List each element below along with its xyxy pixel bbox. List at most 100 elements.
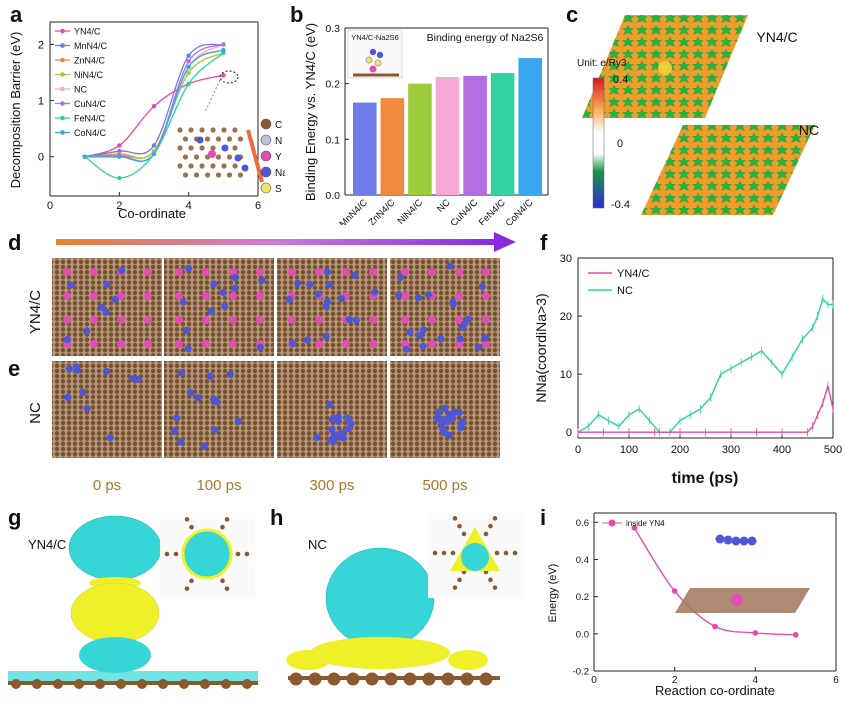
panel-d-y-site [482,316,490,324]
panel-d-y-site [175,292,183,300]
panel-a-inset-atom [221,127,227,133]
panel-a-atom-key-label: N [275,136,282,147]
panel-b-category-label: MnN4/C [337,197,370,225]
panel-f-legend-label: NC [617,285,633,297]
panel-e-na-atom [343,414,352,422]
g-inset-atom [173,551,179,557]
panel-f-xtick-label: 200 [671,444,689,456]
panel-f-xtick-label: 500 [824,444,842,456]
panel-g-substrate-atom [53,679,63,689]
g-inset-atom [220,578,225,584]
panel-e-time-label: 300 ps [309,477,354,494]
panel-i-xtick-label: 6 [833,675,839,686]
panel-a-ytick-label: 1 [38,96,44,108]
panel-d-na-atom [118,266,126,275]
panel-g-substrate-atom [11,679,21,689]
panel-a-xtick-label: 6 [255,200,261,212]
panel-a-inset-atom [188,145,194,151]
panel-f-ytick-label: 30 [560,253,572,265]
panel-d-na-atom [419,342,427,350]
panel-d-y-site [117,316,125,324]
panel-d-y-site [455,292,463,300]
h-inset-atom [492,516,498,521]
panel-d-y-site [90,340,98,348]
panel-a-inset-na [196,136,204,144]
panel-d-y-site [288,268,296,276]
panel-a-atom-key-label: Y [275,152,282,163]
panel-a-inset-atom [199,163,205,169]
panel-a-inset-atom [215,136,222,142]
panel-b-category-label: CuN4/C [449,197,481,225]
panel-e-na-atom [330,437,338,445]
panel-a-point [186,81,191,86]
panel-a-inset-atom [210,145,216,151]
panel-a-inset-atom [177,145,183,151]
panel-d-y-site [144,268,152,276]
panel-e-time-label: 500 ps [422,477,467,494]
panel-d-na-atom [306,280,314,288]
panel-e-na-atom [441,404,449,412]
g-inset-atom [244,551,250,557]
panel-h-substrate-atom [365,672,379,686]
panel-e-na-atom [211,426,219,434]
panel-a-point [221,47,226,53]
panel-d-na-atom [414,294,422,302]
panel-e-na-atom [187,389,195,397]
panel-d-na-atom [406,328,414,336]
panel-c-label-yn4: YN4/C [756,29,797,45]
panel-i-ytick-label: 0.4 [576,555,589,566]
panel-d-na-atom [352,316,360,324]
panel-a-inset-atom [182,154,189,160]
panel-d-na-atom [464,315,472,323]
g-inset-atom [235,551,241,557]
h-inset-atom [452,516,458,521]
panel-a-ytick-label: 0 [38,152,44,164]
panel-d-y-site [401,316,409,324]
panel-d-na-atom [184,264,193,272]
panel-a-legend-marker [60,130,65,135]
panel-a-inset-atom [237,136,244,142]
panel-e-na-atom [65,365,73,373]
panel-d-y-site [256,316,264,324]
panel-f-xtick-label: 100 [620,444,638,456]
panel-d-y-site [175,316,183,324]
panel-d-na-atom [221,302,229,310]
panel-d-y-site [369,316,377,324]
panel-d-y-site [63,316,71,324]
panel-d-y-site [256,292,264,300]
panel-g-cyan-base [79,637,151,673]
panel-f-ytick-label: 20 [560,311,572,323]
panel-a-point [151,143,157,148]
panel-d-na-atom [396,273,404,281]
panel-d-y-site [90,316,98,324]
panel-b-category-label: ZnN4/C [367,197,398,225]
panel-b-inset-label: YN4/C-Na2S6 [351,33,399,42]
panel-a-point [186,70,191,75]
panel-d-frame [277,258,387,356]
panel-letter-d: d [8,230,22,255]
panel-a-ylabel: Decomposition Barrier (eV) [8,32,23,189]
h-inset-atom [503,550,509,556]
panel-a-legend-label: NC [74,85,87,95]
panel-a-inset-atom [204,136,211,142]
panel-d-na-atom [258,276,266,284]
panel-e-na-atom [445,410,454,419]
panel-g-substrate-atom [179,679,189,689]
panel-h-substrate-atom [346,672,360,686]
panel-a-atom-key-marker [260,166,272,178]
time-arrow-shaft [56,239,494,245]
panel-d-y-site [455,316,463,324]
panel-b-category-label: NiN4/C [396,197,426,225]
panel-d-frame [390,258,500,356]
panel-a-atom-key-label: S [275,184,282,195]
panel-e-na-atom [200,442,209,450]
panel-d-na-atom [371,288,379,296]
panel-a-atom-key-marker [260,134,272,146]
panel-i-point [712,623,718,630]
panel-d-na-atom [478,283,486,291]
panel-a-inset-atom [177,163,183,169]
h-inset-atom [512,550,518,556]
panel-d-na-atom [460,320,469,328]
panel-a-inset-structure [177,127,264,183]
